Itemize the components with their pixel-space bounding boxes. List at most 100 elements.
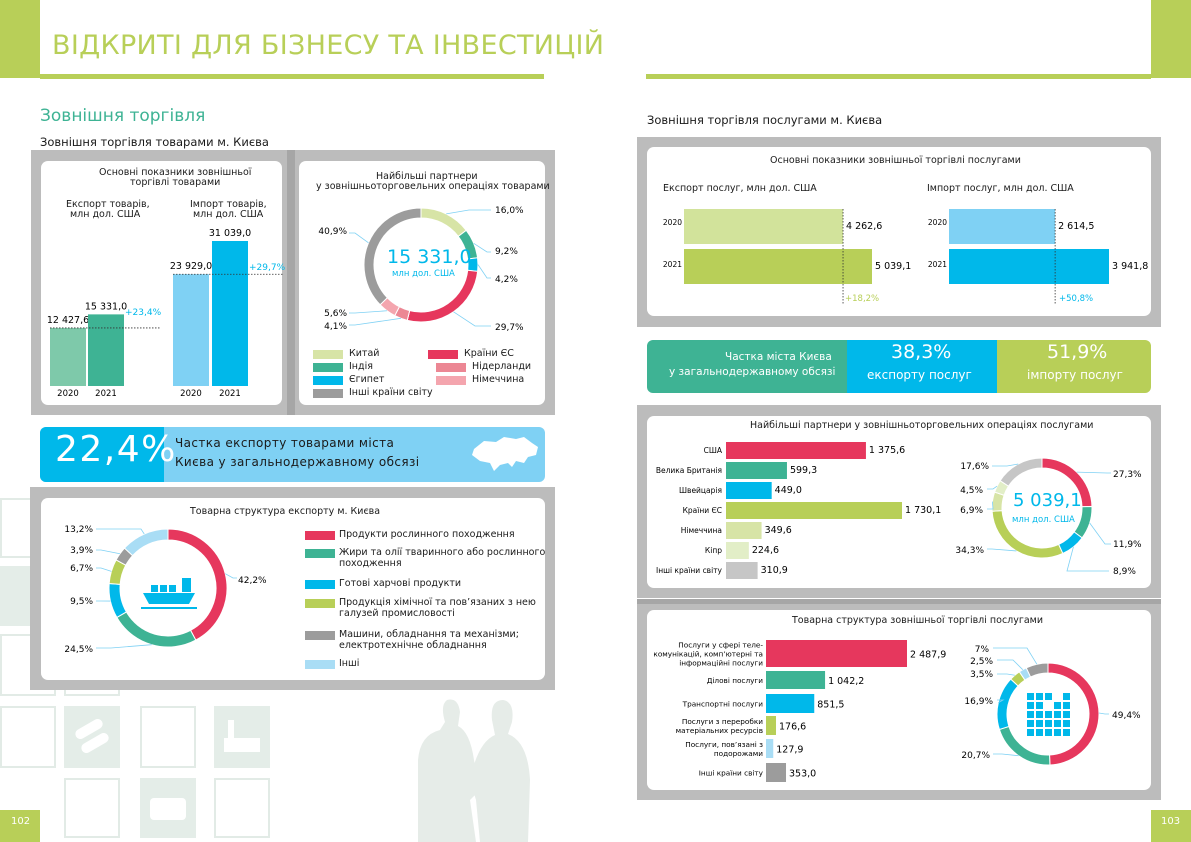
x-tick-label: 2020 [57, 389, 79, 399]
services-structure-title: Товарна структура зовнішньої торгівлі по… [792, 615, 1044, 626]
leader-line [477, 264, 491, 279]
bar-value-label: 599,3 [790, 465, 817, 476]
bar-value-label: 1 042,2 [828, 676, 864, 687]
leader-line [96, 528, 145, 535]
page-title: ВІДКРИТІ ДЛЯ БІЗНЕСУ ТА ІНВЕСТИЦІЙ [52, 30, 605, 61]
goods-share-text-2: Києва у загальнодержавному обсязі [175, 455, 420, 469]
legend-label: Китай [349, 348, 380, 359]
donut-slice [167, 528, 228, 641]
services-share-import-value: 51,9% [1047, 341, 1108, 363]
leader-line [1076, 471, 1111, 474]
bar-value-label: 12 427,6 [47, 315, 89, 326]
goods-partners-title-2: у зовнішньоторговельних операціях товара… [316, 181, 550, 192]
bar [766, 640, 907, 667]
header-band-left [0, 0, 40, 78]
leader-line [453, 311, 491, 327]
legend-swatch [305, 599, 335, 608]
goods-partners-donut: 16,0% 9,2% 4,2% 29,7% 4,1% 5,6% 40,9% [318, 206, 524, 333]
legend-swatch [313, 376, 343, 385]
legend-swatch [313, 350, 343, 359]
slice-label: 5,6% [324, 309, 347, 319]
bar-value-label: 1 730,1 [905, 505, 941, 516]
legend-swatch [436, 376, 466, 385]
services-heading: Зовнішня торгівля послугами м. Києва [647, 113, 883, 127]
data-grid-icon [1027, 693, 1070, 736]
services-share-export-bg [847, 340, 997, 393]
slice-label: 40,9% [318, 227, 347, 237]
leader-line [993, 753, 1019, 757]
bar [726, 562, 758, 579]
donut-slice [1057, 531, 1083, 555]
bar [684, 209, 844, 244]
services-indicators-title: Основні показники зовнішньої торгівлі по… [770, 155, 1021, 166]
bar [766, 671, 826, 689]
slice-label: 16,0% [495, 206, 524, 216]
legend-swatch [305, 660, 335, 669]
bar-value-label: 5 039,1 [875, 261, 911, 272]
bar-value-label: 2 487,9 [910, 650, 946, 661]
leader-line [473, 242, 491, 253]
slice-label: 49,4% [1112, 711, 1141, 721]
bar [726, 542, 749, 559]
bar [173, 274, 209, 386]
bar [50, 327, 86, 386]
services-share-label-1: Частка міста Києва [725, 351, 832, 363]
services-partners-center-unit: млн дол. США [1012, 515, 1075, 525]
leader-line [987, 548, 1017, 552]
donut-slice [420, 207, 467, 238]
bar [88, 314, 124, 386]
slice-label: 9,5% [70, 597, 93, 607]
legend-label: Єгипет [349, 374, 385, 385]
bar-value-label: 224,6 [752, 545, 779, 556]
leader-line [96, 644, 152, 649]
services-partners-center-value: 5 039,1 [1013, 490, 1082, 511]
bar [726, 502, 902, 519]
leader-line [997, 673, 1015, 676]
goods-indicators-title-2: торгівлі товарами [130, 177, 221, 188]
page-number-right: 103 [1161, 816, 1181, 827]
legend-swatch [313, 389, 343, 398]
leader-line [349, 232, 369, 244]
slice-label: 27,3% [1113, 470, 1142, 480]
slice-label: 4,5% [960, 486, 983, 496]
category-label: Інші країни світу [656, 566, 723, 575]
y-tick-label: 2021 [928, 260, 947, 269]
bar [726, 462, 787, 479]
goods-indicators-title-1: Основні показники зовнішньої [99, 167, 252, 178]
bar [726, 442, 866, 459]
services-share-label-bg [647, 340, 847, 393]
x-tick-label: 2020 [180, 389, 202, 399]
page-number-box-right [1151, 810, 1191, 842]
category-label: Кіпр [705, 546, 722, 555]
bar-value-label: 127,9 [776, 745, 803, 756]
bar [766, 716, 777, 735]
category-label: інформаційні послуги [679, 659, 763, 668]
leader-line [997, 659, 1024, 670]
slice-label: 6,9% [960, 506, 983, 516]
goods-structure-card [41, 498, 545, 680]
goods-indicators-chart: 12 427,6 2020 15 331,0 2021 23 929,0 2020 31 0… [47, 228, 284, 399]
slice-label: 7% [975, 645, 990, 655]
slice-label: 34,3% [955, 546, 984, 556]
bar [949, 209, 1056, 244]
slice-label: 20,7% [961, 751, 990, 761]
goods-export-label-2: млн дол. США [70, 209, 141, 220]
services-import-label: Імпорт послуг, млн дол. США [927, 183, 1074, 194]
bar-value-label: 3 941,8 [1112, 261, 1148, 272]
donut-slice [1073, 505, 1093, 539]
legend-swatch [305, 531, 335, 540]
leader-line [1089, 522, 1111, 545]
bar-value-label: 1 375,6 [869, 445, 905, 456]
category-label: подорожами [714, 749, 763, 758]
category-label: Швейцарія [679, 486, 722, 495]
bar [726, 482, 772, 499]
category-label: Послуги у сфері теле- [678, 641, 763, 650]
leader-line [987, 501, 994, 510]
services-structure-chart: 2 487,9 Послуги у сфері теле-комунікацій,… [653, 640, 1141, 782]
slice-label: 13,2% [64, 525, 93, 535]
leader-line [96, 549, 121, 555]
donut-slice [996, 678, 1019, 731]
slice-label: 4,1% [324, 322, 347, 332]
y-tick-label: 2021 [663, 260, 682, 269]
